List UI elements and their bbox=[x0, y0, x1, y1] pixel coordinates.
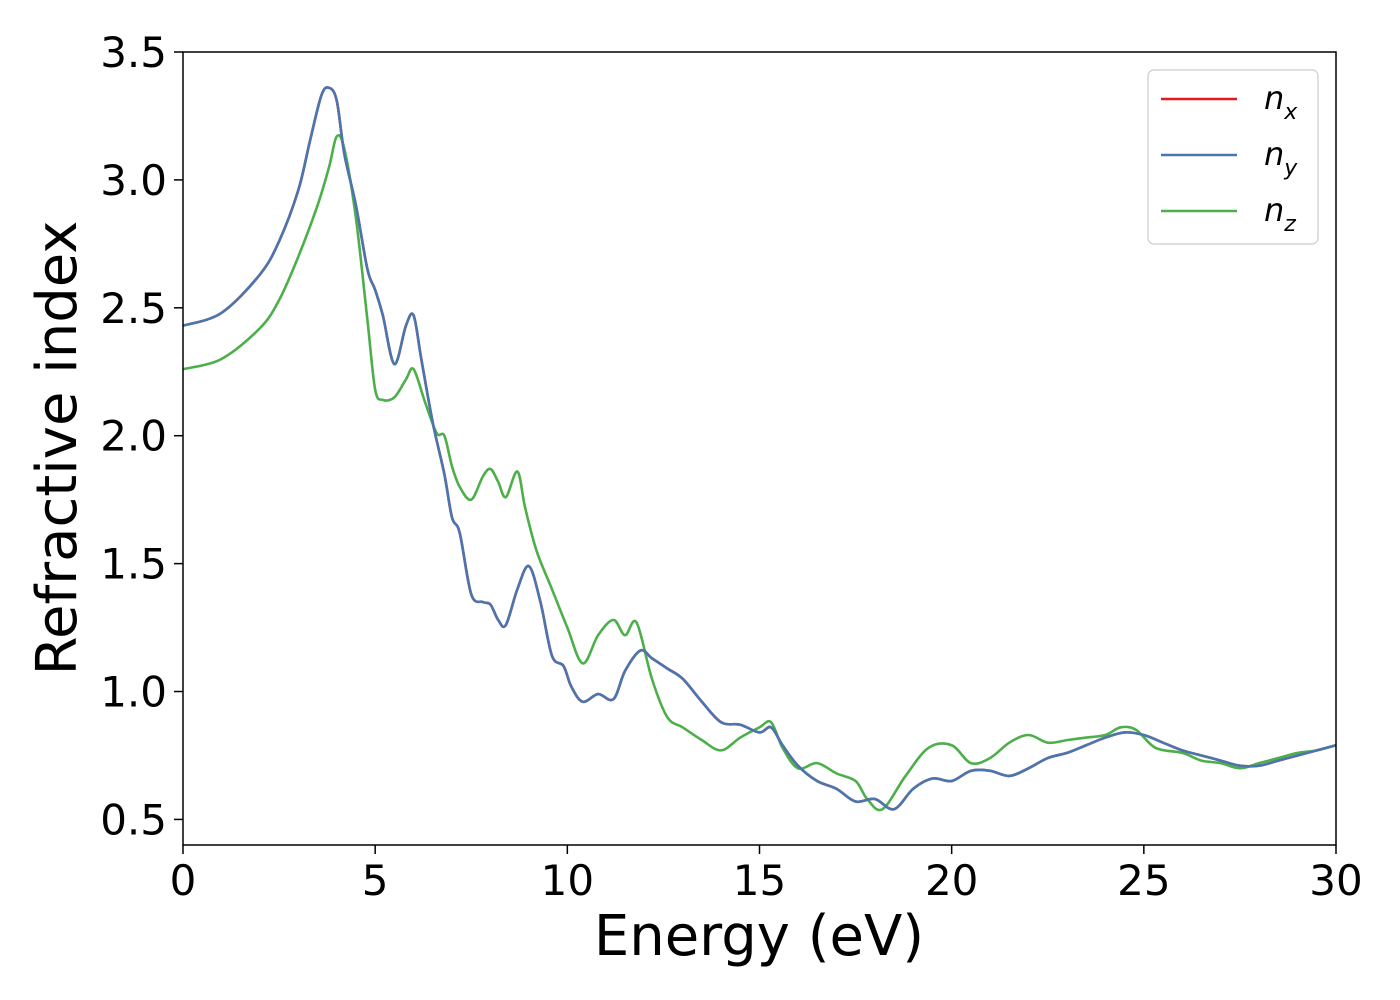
legend-label-ny: ny bbox=[1264, 135, 1298, 181]
x-tick-label: 10 bbox=[541, 856, 594, 905]
series-line-nz bbox=[182, 133, 1337, 812]
x-tick-label: 20 bbox=[925, 856, 978, 905]
y-tick-label: 1.0 bbox=[100, 668, 167, 717]
y-tick-label: 3.0 bbox=[100, 156, 167, 205]
y-tick-label: 1.5 bbox=[100, 540, 167, 589]
y-tick-label: 2.0 bbox=[100, 412, 167, 461]
x-axis-label: Energy (eV) bbox=[594, 904, 924, 969]
legend-label-nz: nz bbox=[1264, 191, 1296, 237]
legend-label-subscript: x bbox=[1283, 100, 1298, 125]
x-tick-label: 30 bbox=[1309, 856, 1362, 905]
legend-label-base: n bbox=[1264, 79, 1284, 117]
legend-label-nx: nx bbox=[1264, 79, 1298, 125]
y-tick-label: 0.5 bbox=[100, 795, 167, 844]
y-axis-ticks: 0.5 1.0 1.5 2.0 2.5 3.0 3.5 bbox=[100, 28, 183, 844]
y-axis-label: Refractive index bbox=[25, 221, 90, 676]
legend-label-base: n bbox=[1264, 135, 1284, 173]
legend-box bbox=[1147, 69, 1319, 245]
x-tick-label: 0 bbox=[170, 856, 197, 905]
y-tick-label: 2.5 bbox=[100, 284, 167, 333]
legend-label-base: n bbox=[1264, 191, 1284, 229]
x-tick-label: 25 bbox=[1117, 856, 1170, 905]
legend-label-subscript: z bbox=[1283, 212, 1296, 237]
x-tick-label: 5 bbox=[362, 856, 389, 905]
plot-lines bbox=[182, 86, 1337, 812]
x-tick-label: 15 bbox=[733, 856, 786, 905]
y-tick-label: 3.5 bbox=[100, 28, 167, 77]
series-line-ny bbox=[182, 86, 1337, 811]
legend-label-subscript: y bbox=[1283, 156, 1298, 181]
x-axis-ticks: 0 5 10 15 20 25 30 bbox=[170, 845, 1363, 905]
